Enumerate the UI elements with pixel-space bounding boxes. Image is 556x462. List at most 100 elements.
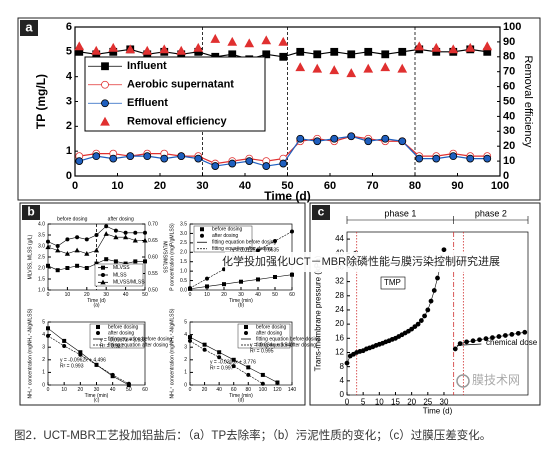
marker [347,132,356,141]
series-line [189,336,278,383]
y-tick-label: 5 [42,319,45,325]
marker [74,41,85,51]
marker [412,324,418,330]
x-tick-label: 80 [409,180,421,192]
marker [75,157,84,166]
y2-tick-label: 0.65 [148,238,158,244]
annotation: R² = 0.997 [210,365,234,371]
marker [210,33,221,43]
marker [103,231,109,236]
x-tick-label: 40 [255,292,261,298]
marker [432,154,441,163]
y-tick-label: 44 [335,234,344,243]
marker [94,232,99,237]
marker [104,257,109,262]
marker [296,47,305,56]
y2-axis-label: Removal efficiency [522,55,534,148]
marker [193,42,204,52]
annotation: y = -0.0962x + 4.496 [60,357,106,363]
y2-tick-label: 0.60 [148,254,158,260]
marker [143,152,152,161]
legend-label: MLVSS [113,265,130,271]
legend-label: fitting equation before dosing [256,336,320,342]
x-tick-label: 60 [142,387,148,393]
y-tick-label: 2 [184,357,187,363]
watermark-icon [456,374,470,388]
marker [418,318,424,323]
marker [428,298,434,304]
marker [160,154,169,163]
marker [275,380,280,385]
x-tick-label: 20 [84,292,90,298]
y2-tick-label: 100 [503,21,521,33]
marker [347,50,356,59]
x-tick-label: 40 [110,387,116,393]
x-tick-label: 90 [451,180,463,192]
x-tick-label: 40 [216,387,222,393]
x-tick-label: 20 [78,387,84,393]
series-line [47,328,129,386]
legend-label: after dosing [212,233,238,239]
marker [228,159,237,168]
marker [425,307,431,313]
x-tick-label: 60 [231,387,237,393]
legend-marker [243,324,248,329]
marker [84,265,89,270]
annotation: y = -0.0303x + 3.776 [210,359,256,365]
y2-tick-label: 10 [503,155,515,167]
y-axis-label: P concentration (mgP/gMLSS) [169,223,175,291]
marker [142,237,148,243]
marker [262,50,271,59]
annotation: chemical dose [486,338,538,347]
y-tick-label: 4 [340,376,345,385]
subplot-tag: (a) [93,302,99,308]
marker [448,44,459,54]
x-tick-label: 100 [259,387,268,393]
marker [74,247,80,253]
y-tick-label: 1 [42,370,45,376]
legend-label: fitting equation before dosing [108,336,172,342]
legend-label: after dosing [256,330,282,336]
x-tick-label: 15 [391,397,400,406]
marker [431,288,437,293]
marker [296,134,305,143]
legend-label: Influent [127,60,167,72]
x-tick-label: 10 [204,292,210,298]
x-axis-label: Time (d) [264,189,310,203]
marker [515,330,521,336]
marker [289,229,294,234]
subplot-tag: (b) [238,302,244,308]
marker [441,247,447,253]
y-tick-label: 2 [66,120,72,132]
marker [313,50,322,59]
y-tick-label: 0 [340,390,345,399]
y-tick-label: 3 [42,345,45,351]
marker [46,263,51,268]
annotation: R² = 0.995 [250,348,274,354]
marker [261,35,272,45]
marker [194,154,203,163]
marker [75,263,80,268]
marker [470,338,476,344]
marker [344,360,350,366]
x-axis-label: Time (d) [423,406,453,415]
x-tick-label: 10 [61,387,67,393]
y2-tick-label: 30 [503,125,515,137]
x-tick-label: 60 [289,292,295,298]
marker [364,47,373,56]
x-tick-label: 0 [72,180,78,192]
legend-label: MLVSS/MLSS [113,280,145,286]
x-tick-label: 20 [202,387,208,393]
marker [142,230,147,235]
marker [346,68,357,78]
legend-box [84,56,266,132]
marker [278,36,289,46]
y-tick-label: 32 [335,277,344,286]
marker [142,259,147,264]
arrow [456,343,482,346]
marker [435,275,440,281]
y-tick-label: 16 [335,333,344,342]
y-tick-label: 3.5 [180,221,187,227]
